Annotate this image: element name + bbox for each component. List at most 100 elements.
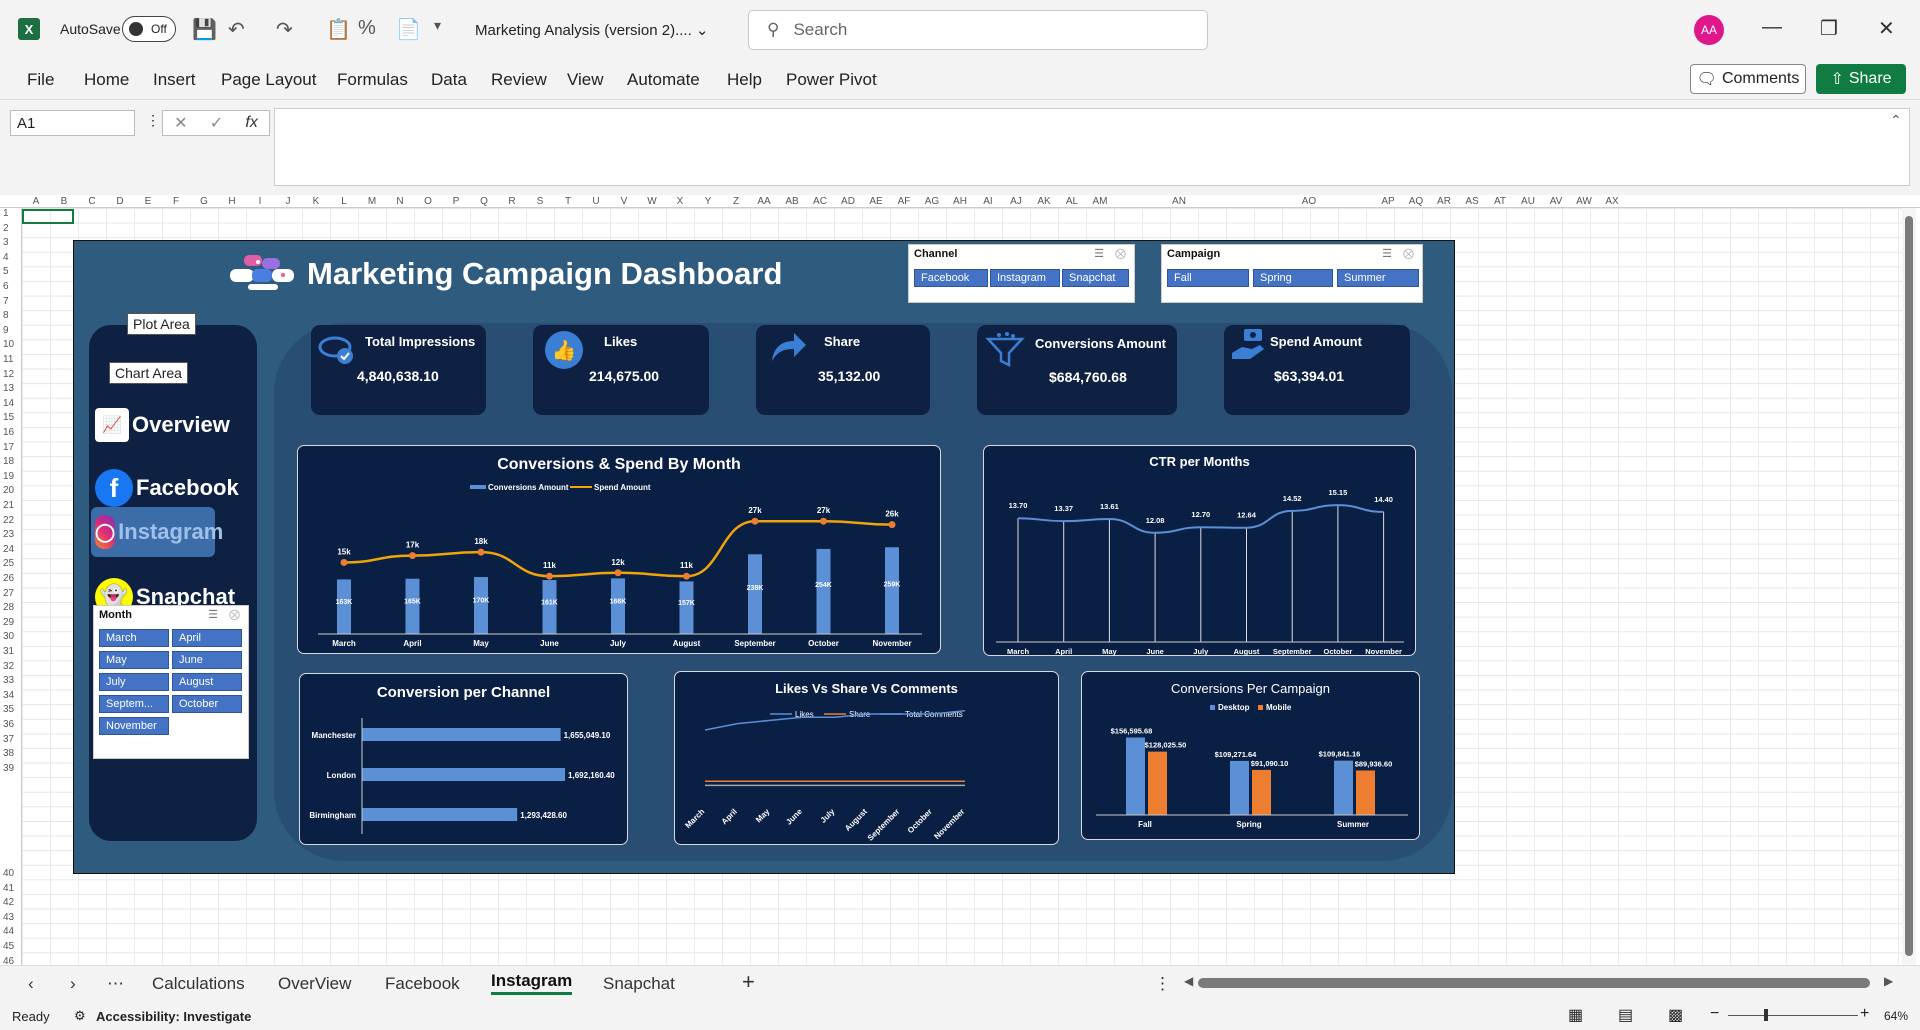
- tab-facebook[interactable]: Facebook: [385, 974, 460, 993]
- row-header-43[interactable]: 43: [3, 911, 15, 923]
- column-header-af[interactable]: AF: [897, 196, 911, 207]
- collapse-formula-icon[interactable]: ⌃: [1890, 112, 1902, 128]
- column-header-y[interactable]: Y: [704, 196, 712, 207]
- column-header-ai[interactable]: AI: [983, 196, 993, 207]
- row-header-32[interactable]: 32: [3, 660, 15, 672]
- column-header-e[interactable]: E: [144, 196, 152, 207]
- tab-view[interactable]: View: [567, 70, 604, 89]
- column-header-aw[interactable]: AW: [1576, 196, 1592, 207]
- zoom-level[interactable]: 64%: [1884, 1009, 1909, 1023]
- column-header-i[interactable]: I: [258, 196, 262, 207]
- tab-overview[interactable]: OverView: [278, 974, 352, 993]
- insert-function-icon[interactable]: fx: [245, 114, 258, 131]
- column-header-d[interactable]: D: [116, 196, 124, 207]
- column-header-g[interactable]: G: [200, 196, 208, 207]
- column-header-j[interactable]: J: [285, 196, 291, 207]
- column-header-l[interactable]: L: [341, 196, 347, 207]
- column-header-u[interactable]: U: [592, 196, 600, 207]
- multiselect-icon[interactable]: ☰: [208, 609, 218, 621]
- row-header-40[interactable]: 40: [3, 868, 15, 879]
- column-header-n[interactable]: N: [396, 196, 404, 207]
- row-header-10[interactable]: 10: [3, 339, 15, 351]
- column-header-as[interactable]: AS: [1465, 196, 1479, 207]
- column-header-s[interactable]: S: [536, 196, 544, 207]
- row-header-13[interactable]: 13: [3, 383, 15, 395]
- row-header-22[interactable]: 22: [3, 514, 15, 526]
- column-header-c[interactable]: C: [88, 196, 96, 207]
- chart-conversion-per-channel[interactable]: Conversion per Channel Manchester 1,655,0…: [299, 673, 628, 845]
- slicer-option-snapchat[interactable]: Snapchat: [1062, 269, 1129, 287]
- slicer-option-may[interactable]: May: [99, 651, 169, 669]
- scroll-left-icon[interactable]: ◀: [1184, 974, 1194, 988]
- row-header-12[interactable]: 12: [3, 368, 15, 380]
- multiselect-icon[interactable]: ☰: [1094, 248, 1104, 260]
- column-header-p[interactable]: P: [452, 196, 460, 207]
- row-header-4[interactable]: 4: [3, 251, 9, 263]
- row-header-8[interactable]: 8: [3, 310, 9, 322]
- undo-icon[interactable]: ↶: [228, 19, 245, 41]
- tab-data[interactable]: Data: [431, 70, 467, 89]
- column-header-ar[interactable]: AR: [1437, 196, 1451, 207]
- column-header-av[interactable]: AV: [1549, 196, 1563, 207]
- tab-insert[interactable]: Insert: [153, 70, 196, 89]
- column-header-w[interactable]: W: [647, 196, 657, 207]
- row-header-2[interactable]: 2: [3, 222, 9, 234]
- chart-conversions-per-campaign[interactable]: Conversions Per Campaign Desktop Mobile $1…: [1081, 671, 1420, 840]
- name-box[interactable]: A1: [10, 110, 135, 136]
- column-header-q[interactable]: Q: [480, 196, 488, 207]
- column-header-ax[interactable]: AX: [1605, 196, 1619, 207]
- column-header-t[interactable]: T: [564, 196, 572, 207]
- minimize-icon[interactable]: —: [1762, 16, 1782, 38]
- row-header-31[interactable]: 31: [3, 646, 15, 657]
- column-header-aa[interactable]: AA: [757, 196, 771, 207]
- more-icon[interactable]: ⋮: [146, 112, 160, 128]
- chart-conversions-spend[interactable]: Conversions & Spend By Month Conversions…: [297, 445, 941, 654]
- save-icon[interactable]: 💾: [192, 19, 217, 41]
- tab-review[interactable]: Review: [491, 70, 547, 89]
- row-header-46[interactable]: 46: [3, 955, 15, 967]
- clear-filter-icon[interactable]: ⨂: [1115, 248, 1126, 260]
- row-header-6[interactable]: 6: [3, 281, 9, 292]
- column-header-al[interactable]: AL: [1065, 196, 1079, 207]
- row-header-36[interactable]: 36: [3, 719, 15, 730]
- row-header-30[interactable]: 30: [3, 631, 15, 643]
- slicer-option-july[interactable]: July: [99, 673, 169, 691]
- row-header-29[interactable]: 29: [3, 616, 15, 628]
- row-header-18[interactable]: 18: [3, 456, 15, 468]
- slicer-option-fall[interactable]: Fall: [1167, 269, 1249, 287]
- column-header-f[interactable]: F: [172, 196, 180, 207]
- clear-filter-icon[interactable]: ⨂: [1403, 248, 1414, 260]
- zoom-in-icon[interactable]: +: [1860, 1005, 1870, 1022]
- slicer-option-spring[interactable]: Spring: [1253, 269, 1333, 287]
- tab-home[interactable]: Home: [84, 70, 130, 89]
- zoom-slider-thumb[interactable]: [1764, 1009, 1768, 1021]
- column-header-am[interactable]: AM: [1092, 196, 1108, 207]
- slicer-option-october[interactable]: October: [172, 695, 242, 713]
- column-header-k[interactable]: K: [312, 196, 320, 207]
- nav-instagram[interactable]: ◯ Instagram: [91, 507, 223, 557]
- page-layout-view-icon[interactable]: ▤: [1618, 1007, 1634, 1024]
- avatar[interactable]: AA: [1694, 15, 1724, 45]
- add-sheet-icon[interactable]: +: [742, 969, 755, 994]
- customize-qat-icon[interactable]: ▾: [434, 17, 442, 33]
- column-header-o[interactable]: O: [424, 196, 432, 207]
- tab-power-pivot[interactable]: Power Pivot: [786, 70, 877, 89]
- row-header-38[interactable]: 38: [3, 748, 15, 760]
- clear-filter-icon[interactable]: ⨂: [229, 609, 240, 621]
- column-header-ao[interactable]: AO: [1301, 196, 1317, 207]
- column-header-ad[interactable]: AD: [841, 196, 855, 207]
- slicer-option-march[interactable]: March: [99, 629, 169, 647]
- row-header-3[interactable]: 3: [3, 237, 9, 249]
- scroll-thumb[interactable]: [1198, 978, 1870, 988]
- tab-formulas[interactable]: Formulas: [337, 70, 408, 89]
- row-header-45[interactable]: 45: [3, 941, 15, 952]
- column-header-h[interactable]: H: [228, 196, 236, 207]
- prev-sheet-icon[interactable]: ‹: [28, 974, 34, 993]
- row-header-11[interactable]: 11: [3, 354, 14, 365]
- row-header-17[interactable]: 17: [3, 441, 15, 453]
- row-header-37[interactable]: 37: [3, 733, 15, 745]
- slicer-option-facebook[interactable]: Facebook: [914, 269, 988, 287]
- tab-options-icon[interactable]: ⋮: [1154, 974, 1171, 993]
- row-header-7[interactable]: 7: [3, 295, 9, 307]
- document-title[interactable]: Marketing Analysis (version 2).... ⌄: [475, 22, 709, 39]
